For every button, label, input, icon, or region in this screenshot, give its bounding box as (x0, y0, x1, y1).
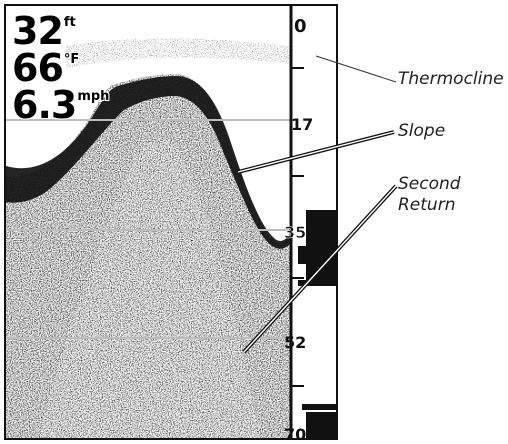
depth-value: 32 (12, 9, 64, 53)
depth-readout: 32ft (12, 12, 76, 50)
speed-value: 6.3 (12, 83, 77, 127)
second-return-arc (37, 139, 261, 438)
depth-label-52: 52 (284, 333, 306, 352)
depth-label-70: 70 (284, 425, 306, 440)
depth-label-35: 35 (284, 223, 306, 242)
intensity-bar (298, 280, 336, 286)
intensity-bar (306, 210, 336, 246)
depth-label-0: 0 (294, 16, 307, 37)
depth-label-17: 17 (291, 115, 313, 134)
intensity-bar (298, 246, 336, 264)
speed-readout: 6.3mph (12, 86, 109, 124)
intensity-bar (306, 412, 336, 438)
intensity-bar (302, 404, 336, 410)
intensity-bar (306, 264, 336, 280)
temperature-unit: °F (63, 52, 80, 67)
callout-second-return-text: Second Return (398, 174, 461, 215)
speed-unit: mph (77, 89, 110, 104)
depth-unit: ft (63, 15, 76, 30)
temperature-readout: 66°F (12, 49, 79, 87)
callout-thermocline: Thermocline (398, 69, 504, 89)
callout-second-return: Second Return (398, 174, 488, 216)
callout-slope: Slope (398, 121, 446, 141)
temperature-value: 66 (12, 46, 64, 90)
sonar-display: 0 17 35 52 70 32ft 66°F 6.3mph (4, 4, 338, 440)
thermocline-band (66, 38, 290, 68)
